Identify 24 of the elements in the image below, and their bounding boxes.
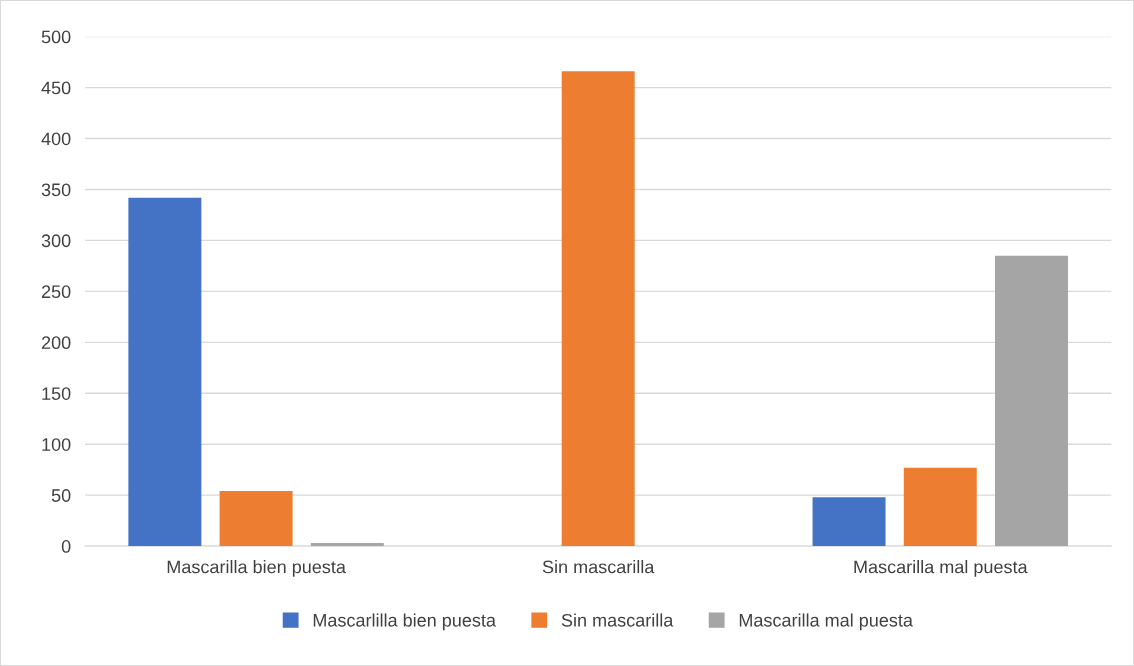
y-tick-label: 250 — [41, 285, 71, 299]
legend-label: Sin mascarilla — [561, 613, 674, 627]
bar — [128, 197, 202, 547]
y-tick-label: 450 — [41, 81, 71, 95]
y-tick-label: 200 — [41, 336, 71, 350]
bar — [903, 467, 977, 547]
y-tick-label: 400 — [41, 132, 71, 146]
bar — [310, 543, 384, 547]
x-tick-label: Sin mascarilla — [542, 560, 655, 574]
y-tick-label: 500 — [41, 30, 71, 44]
bar — [561, 71, 635, 547]
bar — [219, 491, 293, 547]
y-tick-label: 150 — [42, 387, 71, 400]
bar — [995, 255, 1068, 547]
legend-label: Mascarlilla bien puesta — [313, 613, 496, 631]
y-tick-label: 100 — [42, 438, 71, 451]
y-tick-label: 0 — [61, 540, 71, 553]
y-tick-label: 300 — [41, 234, 71, 248]
bar — [812, 497, 886, 547]
x-tick-label: Mascarilla bien puesta — [167, 560, 346, 577]
y-tick-label: 350 — [41, 183, 71, 197]
legend-label: Mascarilla mal puesta — [739, 613, 913, 631]
y-tick-label: 50 — [51, 489, 71, 502]
x-tick-label: Mascarilla mal puesta — [854, 560, 1028, 577]
